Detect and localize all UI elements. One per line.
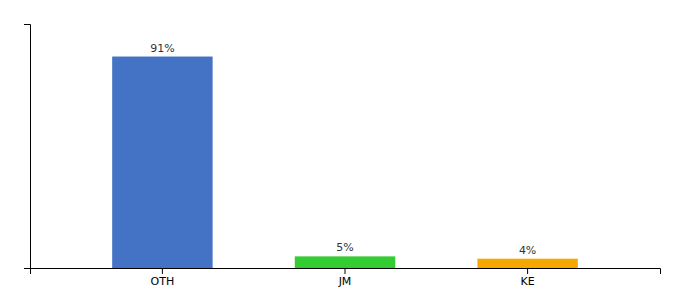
x-tick-label: KE: [521, 275, 535, 288]
bar: [112, 57, 212, 268]
chart-container: OTH JM KE 91% 5% 4%: [0, 0, 680, 300]
y-axis: [24, 25, 31, 269]
x-tick-label: JM: [338, 275, 352, 288]
x-tick: JM: [338, 268, 352, 288]
plot-area: OTH JM KE 91% 5% 4%: [24, 25, 661, 288]
data-labels: 91% 5% 4%: [150, 42, 536, 257]
bar: [477, 259, 577, 268]
data-label: 4%: [519, 244, 536, 257]
chart-svg: OTH JM KE 91% 5% 4%: [0, 0, 680, 300]
bars: [112, 57, 578, 268]
x-axis-line: [31, 269, 661, 275]
x-tick-mark: [345, 268, 346, 274]
x-axis: OTH JM KE: [31, 268, 661, 288]
data-label: 5%: [336, 241, 353, 254]
x-tick: OTH: [151, 268, 175, 288]
x-tick-label: OTH: [151, 275, 175, 288]
y-axis-line: [24, 25, 31, 269]
data-label: 91%: [150, 42, 174, 55]
bar: [295, 256, 395, 268]
x-tick-mark: [527, 268, 528, 274]
x-tick-mark: [162, 268, 163, 274]
x-tick: KE: [521, 268, 535, 288]
